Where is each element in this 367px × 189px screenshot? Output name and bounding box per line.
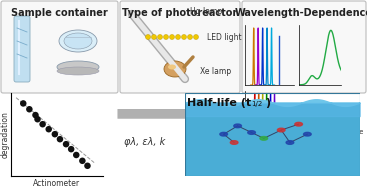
Point — [73, 153, 79, 156]
Point — [46, 128, 52, 131]
Point — [52, 133, 58, 136]
FancyBboxPatch shape — [14, 16, 30, 82]
FancyBboxPatch shape — [242, 1, 366, 93]
Text: ): ) — [265, 98, 270, 108]
Circle shape — [260, 136, 268, 140]
Point — [40, 123, 46, 126]
Circle shape — [304, 132, 311, 136]
Circle shape — [220, 132, 228, 136]
Point — [34, 118, 40, 121]
Circle shape — [286, 141, 294, 144]
Text: Type of photoreactor: Type of photoreactor — [122, 8, 237, 18]
Bar — [185, 103, 360, 176]
Text: Half-life (t: Half-life (t — [188, 98, 252, 108]
Circle shape — [164, 35, 168, 40]
Point — [63, 143, 69, 146]
Circle shape — [157, 35, 163, 40]
Text: Hg lamp: Hg lamp — [190, 6, 222, 15]
Ellipse shape — [64, 33, 92, 49]
Circle shape — [170, 35, 174, 40]
Circle shape — [188, 35, 193, 40]
Circle shape — [193, 35, 199, 40]
Circle shape — [152, 35, 156, 40]
X-axis label: Actinometer
degradation: Actinometer degradation — [33, 179, 80, 189]
Ellipse shape — [164, 61, 186, 77]
Text: Wavelength-Dependence: Wavelength-Dependence — [235, 8, 367, 18]
Circle shape — [145, 35, 150, 40]
Ellipse shape — [168, 64, 176, 70]
Circle shape — [277, 128, 285, 132]
Text: 1/2: 1/2 — [252, 101, 263, 107]
Point — [26, 108, 32, 111]
Ellipse shape — [59, 30, 97, 52]
Circle shape — [234, 124, 241, 128]
Circle shape — [230, 141, 238, 144]
Text: Up to 11 light
sources across the
UV spectrum: Up to 11 light sources across the UV spe… — [301, 121, 363, 144]
Circle shape — [248, 131, 255, 134]
Point — [79, 159, 85, 162]
Ellipse shape — [57, 61, 99, 73]
Point — [20, 102, 26, 105]
Y-axis label: Contaminant
degradation: Contaminant degradation — [0, 109, 10, 159]
Circle shape — [295, 122, 302, 126]
Point — [57, 138, 63, 141]
Text: LED light: LED light — [207, 33, 241, 42]
Point — [33, 114, 39, 117]
Ellipse shape — [57, 67, 99, 75]
Circle shape — [182, 35, 186, 40]
Point — [68, 148, 74, 151]
FancyBboxPatch shape — [1, 1, 118, 93]
FancyBboxPatch shape — [120, 1, 240, 93]
Circle shape — [175, 35, 181, 40]
Point — [84, 164, 90, 167]
FancyArrowPatch shape — [117, 103, 195, 125]
Text: Xe lamp: Xe lamp — [200, 67, 231, 75]
Text: φλ, ελ, k: φλ, ελ, k — [124, 137, 166, 147]
Text: Sample container: Sample container — [11, 8, 108, 18]
